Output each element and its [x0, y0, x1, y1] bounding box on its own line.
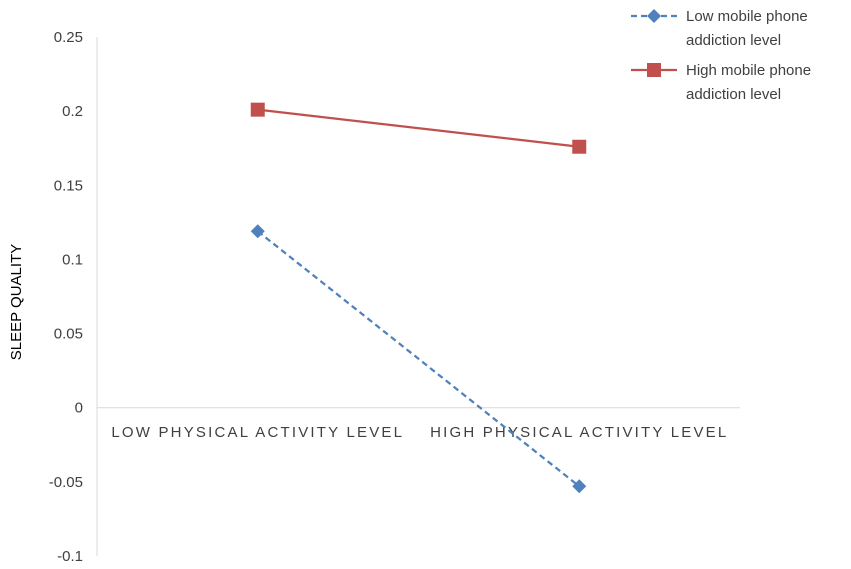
legend-marker [647, 63, 661, 77]
legend-label: Low mobile phone [686, 8, 808, 25]
data-point [572, 479, 587, 494]
y-tick-labels: -0.1 -0.05 0 0.05 0.1 0.15 0.2 0.25 [49, 29, 83, 565]
series-line [257, 108, 580, 148]
legend-item-1: Low mobile phone addiction level [631, 8, 808, 49]
data-point [250, 102, 265, 117]
series-line [257, 230, 580, 488]
x-category-label: LOW PHYSICAL ACTIVITY LEVEL [111, 424, 404, 441]
legend-label: addiction level [686, 32, 781, 49]
y-tick-label: 0.15 [54, 177, 83, 194]
series-2 [250, 102, 587, 154]
legend-label: addiction level [686, 86, 781, 103]
y-tick-label: 0.2 [62, 103, 83, 120]
legend-label: High mobile phone [686, 62, 811, 79]
data-point [250, 224, 265, 239]
x-category-label: HIGH PHYSICAL ACTIVITY LEVEL [430, 424, 728, 441]
y-tick-label: 0.1 [62, 251, 83, 268]
y-tick-label: 0.25 [54, 29, 83, 46]
y-tick-label: -0.1 [57, 548, 83, 565]
series-1 [250, 224, 587, 494]
legend-item-2: High mobile phone addiction level [631, 62, 811, 103]
x-category-labels: LOW PHYSICAL ACTIVITY LEVEL HIGH PHYSICAL… [111, 424, 728, 441]
y-axis-label: SLEEP QUALITY [8, 244, 25, 360]
data-point [572, 139, 587, 154]
axes [96, 37, 740, 556]
y-tick-label: 0 [75, 400, 83, 417]
y-tick-label: 0.05 [54, 326, 83, 343]
legend-marker [647, 9, 661, 23]
series-group [250, 102, 587, 494]
y-tick-label: -0.05 [49, 474, 83, 491]
